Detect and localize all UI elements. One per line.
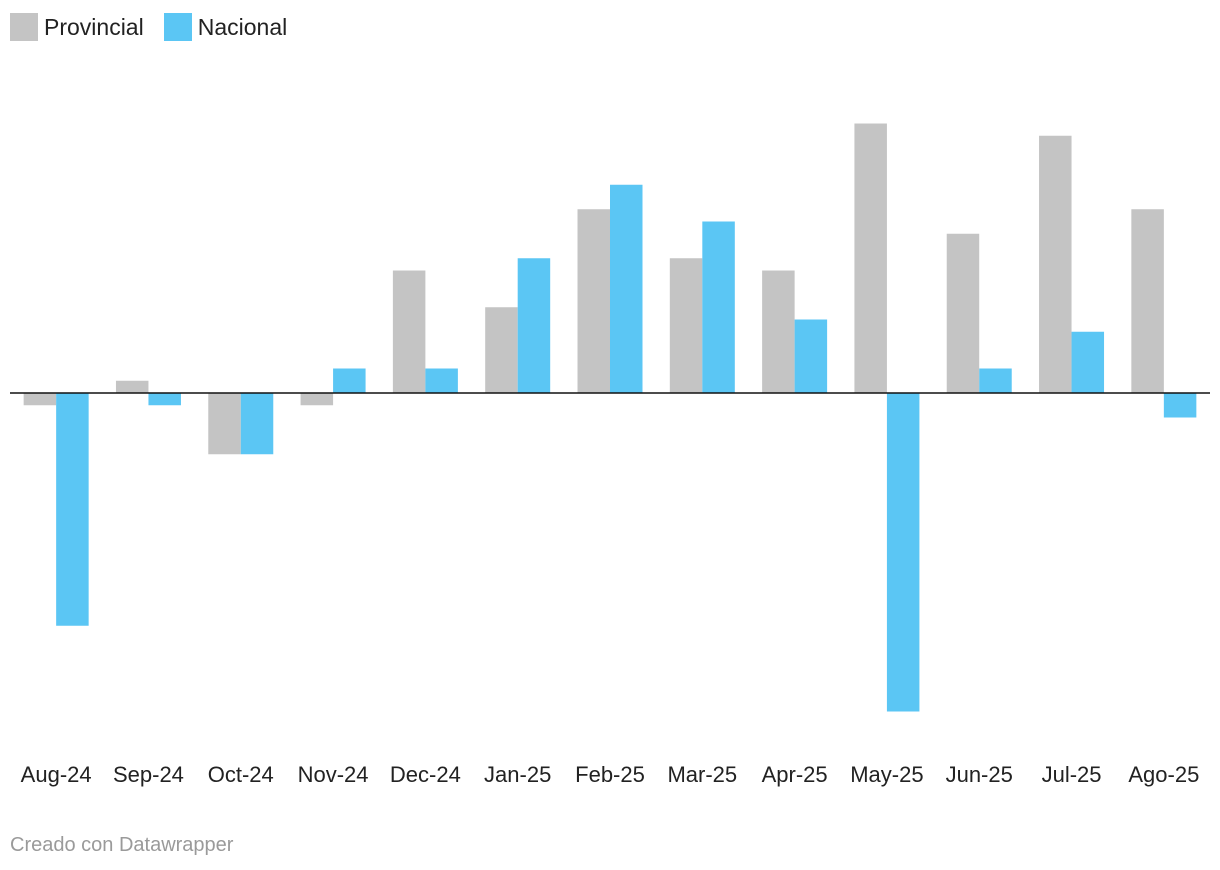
- legend-label-nacional: Nacional: [197, 13, 288, 40]
- bar-nacional-jul-25: [1071, 331, 1105, 393]
- bar-nacional-dec-24: [425, 368, 458, 393]
- x-tick-label: Mar-25: [667, 762, 737, 787]
- x-tick-label: Nov-24: [298, 762, 369, 787]
- legend: Provincial Nacional: [10, 13, 307, 41]
- bar-nacional-jan-25: [517, 258, 551, 393]
- bar-provincial-sep-24: [115, 380, 149, 393]
- bar-nacional-aug-24: [56, 393, 89, 626]
- bar-nacional-oct-24: [240, 393, 274, 455]
- bar-nacional-nov-24: [333, 368, 366, 393]
- x-tick-label: Jan-25: [484, 762, 551, 787]
- bar-provincial-apr-25: [762, 270, 795, 393]
- bar-nacional-sep-24: [148, 393, 181, 406]
- bar-nacional-apr-25: [794, 319, 828, 393]
- x-tick-label: Dec-24: [390, 762, 461, 787]
- bar-provincial-jan-25: [485, 307, 518, 393]
- bar-provincial-may-25: [854, 123, 887, 393]
- bar-nacional-ago-25: [1163, 393, 1197, 418]
- legend-swatch-nacional: [163, 13, 192, 41]
- bar-provincial-aug-24: [23, 393, 57, 406]
- bar-provincial-nov-24: [300, 393, 334, 406]
- x-tick-label: Apr-25: [762, 762, 828, 787]
- bar-provincial-ago-25: [1131, 209, 1164, 393]
- bar-provincial-feb-25: [577, 209, 610, 393]
- bar-nacional-jun-25: [979, 368, 1012, 393]
- x-tick-label: Jun-25: [946, 762, 1013, 787]
- bar-chart: Aug-24 Sep-24 Oct-24 Nov-24 Dec-24 Jan-25 Feb-…: [10, 123, 1210, 787]
- bar-provincial-oct-24: [208, 393, 241, 455]
- x-tick-label: Ago-25: [1128, 762, 1199, 787]
- bar-nacional-mar-25: [702, 221, 735, 393]
- bar-nacional-feb-25: [610, 184, 643, 393]
- bar-provincial-dec-24: [392, 270, 426, 393]
- x-tick-label: Oct-24: [208, 762, 274, 787]
- legend-label-provincial: Provincial: [44, 13, 144, 40]
- x-tick-label: Jul-25: [1042, 762, 1102, 787]
- footer-credit[interactable]: Creado con Datawrapper: [10, 834, 234, 856]
- bar-nacional-may-25: [886, 393, 920, 712]
- x-tick-label: Feb-25: [575, 762, 645, 787]
- bar-provincial-mar-25: [669, 258, 703, 393]
- legend-swatch-provincial: [10, 13, 38, 41]
- bar-provincial-jun-25: [946, 233, 980, 393]
- legend-item-provincial: Provincial: [10, 13, 144, 41]
- legend-item-nacional: Nacional: [163, 13, 288, 41]
- x-tick-label: Aug-24: [21, 762, 92, 787]
- x-tick-label: Sep-24: [113, 762, 184, 787]
- bar-provincial-jul-25: [1039, 135, 1072, 393]
- x-tick-label: May-25: [850, 762, 923, 787]
